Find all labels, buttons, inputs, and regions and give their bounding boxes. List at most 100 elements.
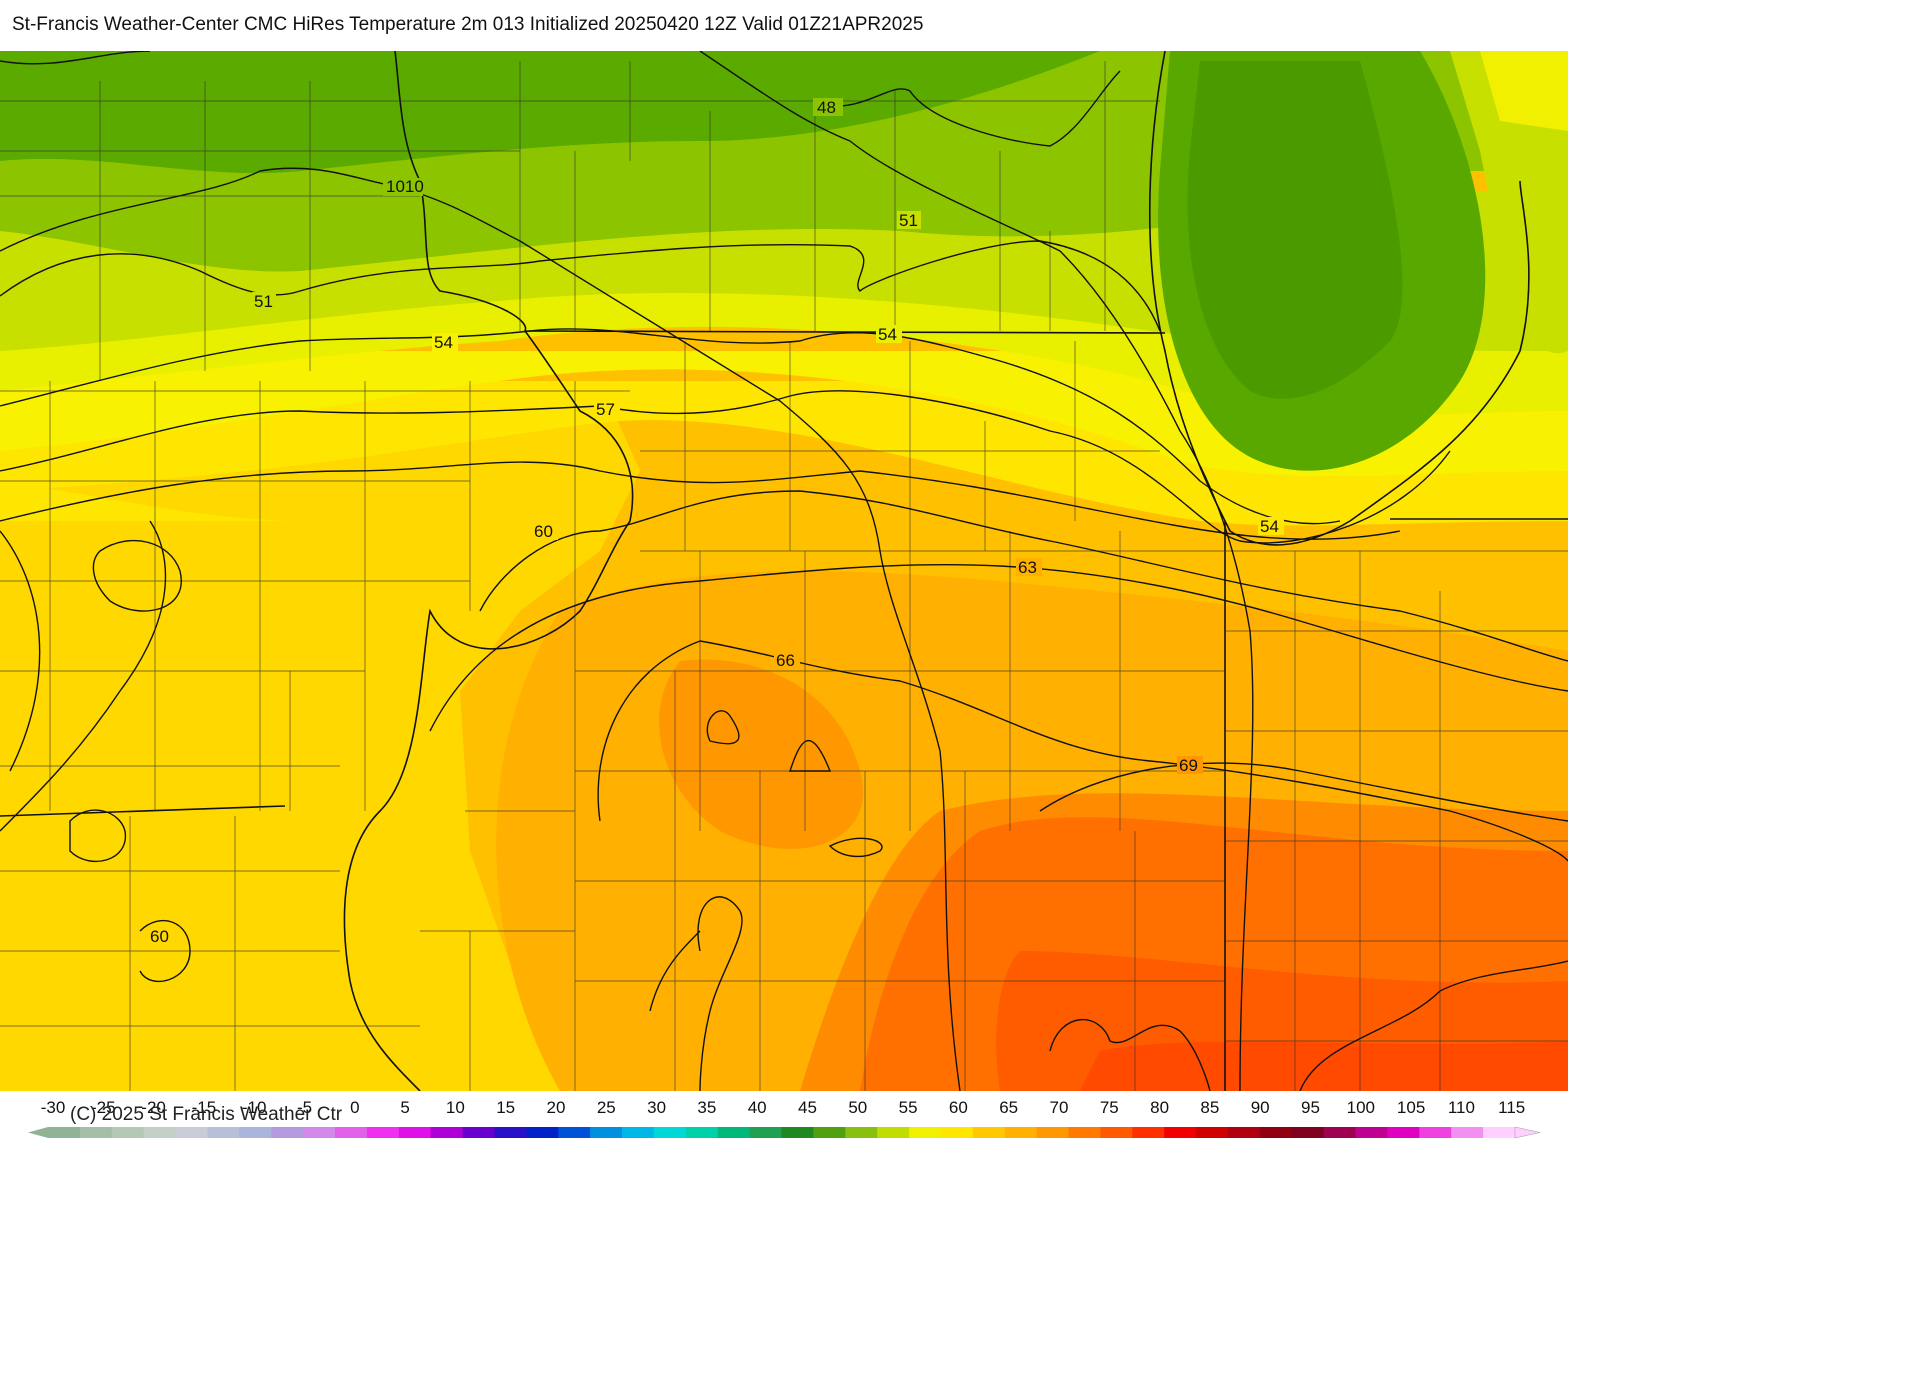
state-boundaries [0, 51, 1568, 1091]
copyright-text: (C) 2025 St Francis Weather Ctr [70, 1104, 343, 1125]
colorbar-labels: -30 -25 -20 -15 -10 -5 0 5 10 15 20 25 30 35 40 45 50 55 6… [0, 1098, 1568, 1120]
colorbar-tick-label: 100 [1346, 1098, 1375, 1117]
colorbar-tick-label: 50 [848, 1098, 868, 1117]
contour-label: 51 [254, 292, 273, 311]
colorbar-segment [1100, 1127, 1133, 1138]
colorbar-segment [239, 1127, 272, 1138]
colorbar-tick-label: 10 [445, 1098, 465, 1117]
band-68 [659, 659, 864, 849]
colorbar-segment [940, 1127, 974, 1138]
county-lines [0, 61, 1568, 1091]
colorbar-tick-label: 75 [1099, 1098, 1119, 1117]
colorbar-tick-label: 80 [1150, 1098, 1170, 1117]
colorbar-tick-label: -30 [40, 1098, 66, 1117]
contour-label: 69 [1179, 756, 1198, 775]
contour-label: 48 [817, 98, 836, 117]
contour-label: 57 [596, 400, 615, 419]
colorbar-tick-label: 25 [596, 1098, 616, 1117]
colorbar-segment [909, 1127, 942, 1138]
colorbar-segment [143, 1127, 177, 1138]
colorbar-segment [398, 1127, 432, 1138]
colorbar-segment [1451, 1127, 1484, 1138]
colorbar [28, 1126, 1541, 1139]
colorbar-tick-label: 90 [1250, 1098, 1270, 1117]
band-75 [1080, 1041, 1568, 1091]
colorbar-tick-label: 15 [496, 1098, 516, 1117]
colorbar-tick-label: 70 [1049, 1098, 1069, 1117]
colorbar-tick-label: 40 [747, 1098, 767, 1117]
contour-label: 1010 [386, 177, 424, 196]
band-48 [0, 51, 1100, 174]
colorbar-tick-label: 0 [350, 1098, 360, 1117]
colorbar-segment [335, 1127, 368, 1138]
colorbar-tick-label: 5 [400, 1098, 410, 1117]
contour-lines [0, 51, 1568, 1091]
contour-label: 54 [878, 325, 897, 344]
colorbar-tick-label: 35 [697, 1098, 717, 1117]
colorbar-segment [207, 1127, 240, 1138]
colorbar-segment [366, 1127, 400, 1138]
colorbar-segment [1004, 1127, 1038, 1138]
colorbar-tick-label: 110 [1447, 1098, 1475, 1117]
north-east-yellow [1480, 51, 1568, 131]
colorbar-segment [972, 1127, 1006, 1138]
colorbar-segment [271, 1127, 304, 1138]
contour-label: 51 [899, 211, 918, 230]
map-title: St-Francis Weather-Center CMC HiRes Temp… [12, 14, 924, 35]
lake-green-dark [1187, 61, 1403, 399]
contour-label: 60 [150, 927, 169, 946]
colorbar-segment [749, 1127, 782, 1138]
contour-label: 63 [1018, 558, 1037, 577]
colorbar-tick-label: 20 [546, 1098, 566, 1117]
colorbar-segment [685, 1127, 719, 1138]
colorbar-segment [1259, 1127, 1293, 1138]
colorbar-tick-label: 45 [798, 1098, 817, 1117]
band-58 [0, 381, 640, 1091]
colorbar-tick-label: 105 [1396, 1098, 1426, 1117]
temperature-map: 48 1010 51 51 54 54 57 60 54 63 66 69 60 [0, 51, 1568, 1091]
colorbar-segment [1483, 1127, 1516, 1138]
colorbar-tick-label: -20 [141, 1098, 166, 1117]
colorbar-segment [79, 1127, 113, 1138]
colorbar-segment [1419, 1127, 1452, 1138]
colorbar-segment [1036, 1127, 1070, 1138]
colorbar-segment [494, 1127, 527, 1138]
contour-label: 54 [434, 333, 453, 352]
colorbar-tick-label: 30 [647, 1098, 667, 1117]
colorbar-segment [622, 1127, 655, 1138]
colorbar-segment [845, 1127, 878, 1138]
colorbar-tick-label: 55 [898, 1098, 918, 1117]
colorbar-segment [813, 1127, 846, 1138]
colorbar-segment [1068, 1127, 1101, 1138]
contour-label-group: 48 1010 51 51 54 54 57 60 54 63 66 69 60 [148, 98, 1284, 946]
colorbar-tick-label: -25 [91, 1098, 116, 1117]
colorbar-segment [430, 1127, 464, 1138]
colorbar-segment [877, 1127, 910, 1138]
colorbar-segment [653, 1127, 687, 1138]
colorbar-segment [590, 1127, 623, 1138]
contour-label: 54 [1260, 517, 1279, 536]
colorbar-segment [111, 1127, 145, 1138]
colorbar-segment [1323, 1127, 1357, 1138]
colorbar-tick-label: 95 [1301, 1098, 1320, 1117]
colorbar-segment [781, 1127, 814, 1138]
colorbar-over-arrow [1514, 1126, 1541, 1139]
colorbar-segment [303, 1127, 336, 1138]
colorbar-segment [717, 1127, 751, 1138]
colorbar-segment [1387, 1127, 1420, 1138]
colorbar-tick-label: 65 [999, 1098, 1019, 1117]
colorbar-segment [1291, 1127, 1325, 1138]
colorbar-tick-label: 115 [1498, 1098, 1526, 1117]
colorbar-tick-label: 60 [948, 1098, 968, 1117]
colorbar-segment [1196, 1127, 1229, 1138]
band-56-west [0, 481, 300, 521]
colorbar-segment [1355, 1127, 1388, 1138]
colorbar-tick-label: -10 [241, 1098, 267, 1117]
colorbar-under-arrow [28, 1127, 48, 1138]
colorbar-segment [1164, 1127, 1197, 1138]
colorbar-segment [526, 1127, 559, 1138]
colorbar-tick-label: 85 [1200, 1098, 1220, 1117]
colorbar-segment [48, 1127, 81, 1138]
colorbar-segment [1132, 1127, 1165, 1138]
contour-label: 66 [776, 651, 795, 670]
